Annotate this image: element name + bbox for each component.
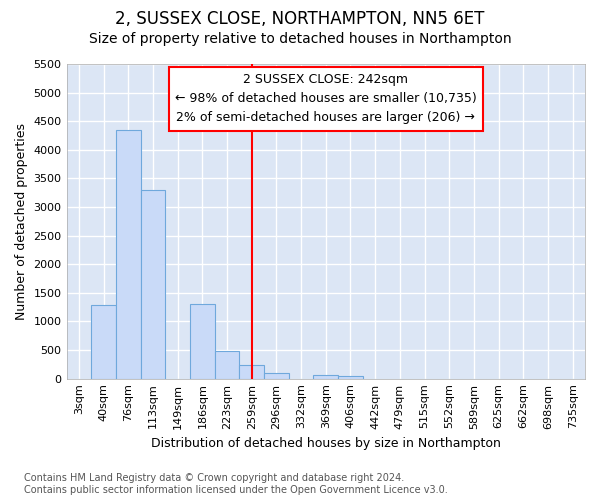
Bar <box>91 306 116 378</box>
Bar <box>338 376 363 378</box>
Text: 2 SUSSEX CLOSE: 242sqm
← 98% of detached houses are smaller (10,735)
2% of semi-: 2 SUSSEX CLOSE: 242sqm ← 98% of detached… <box>175 74 476 124</box>
Bar <box>239 365 264 378</box>
Bar <box>140 190 165 378</box>
Text: Size of property relative to detached houses in Northampton: Size of property relative to detached ho… <box>89 32 511 46</box>
Bar <box>116 130 140 378</box>
Bar <box>190 304 215 378</box>
Text: Contains HM Land Registry data © Crown copyright and database right 2024.
Contai: Contains HM Land Registry data © Crown c… <box>24 474 448 495</box>
Y-axis label: Number of detached properties: Number of detached properties <box>15 123 28 320</box>
Text: 2, SUSSEX CLOSE, NORTHAMPTON, NN5 6ET: 2, SUSSEX CLOSE, NORTHAMPTON, NN5 6ET <box>115 10 485 28</box>
Bar <box>264 373 289 378</box>
X-axis label: Distribution of detached houses by size in Northampton: Distribution of detached houses by size … <box>151 437 501 450</box>
Bar <box>215 351 239 378</box>
Bar <box>313 374 338 378</box>
